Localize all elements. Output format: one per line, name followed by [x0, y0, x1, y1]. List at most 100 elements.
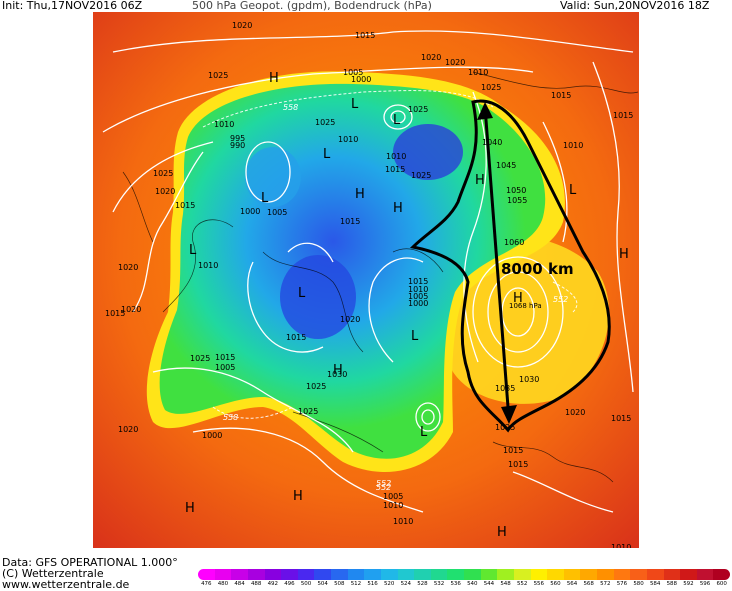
isobar-label: 1030: [327, 370, 347, 379]
colorbar-swatch: [696, 569, 714, 580]
colorbar: [198, 569, 730, 580]
copyright: (C) Wetterzentrale: [2, 567, 104, 580]
colorbar-swatch: [281, 569, 298, 580]
colorbar-tick-label: 488: [250, 581, 262, 587]
isobar-label: 1015: [508, 460, 528, 469]
isobar-label: 1045: [496, 161, 516, 170]
colorbar-tick-label: 512: [350, 581, 362, 587]
colorbar-tick-label: 524: [400, 581, 412, 587]
colorbar-swatch: [231, 569, 248, 580]
isobar-label: 1005: [215, 363, 235, 372]
colorbar-tick-label: 500: [300, 581, 312, 587]
isobar-label: 1005: [343, 68, 363, 77]
isobar-label: 1035: [495, 384, 515, 393]
isobars: [102, 30, 634, 513]
colorbar-swatch: [297, 569, 315, 580]
isobar-label: 1010: [214, 120, 234, 129]
data-source: Data: GFS OPERATIONAL 1.000°: [2, 556, 178, 569]
geopot-label: 558: [223, 413, 238, 422]
isobar-label: 1025: [408, 105, 428, 114]
low-label: L: [569, 183, 577, 198]
isobar-label: 1005: [267, 208, 287, 217]
colorbar-tick-label: 492: [267, 581, 279, 587]
colorbar-swatch: [314, 569, 331, 580]
isobar-label: 1040: [482, 138, 502, 147]
isobar-label: 1020: [118, 425, 138, 434]
distance-label: 8000 km: [501, 260, 574, 278]
colorbar-tick-label: 552: [516, 581, 528, 587]
low-label: L: [298, 286, 306, 301]
isobar-label: 1010: [468, 68, 488, 77]
geopot-label: 558: [283, 103, 298, 112]
isobar-label: 1020: [340, 315, 360, 324]
colorbar-tick-label: 520: [383, 581, 395, 587]
low-label: L: [261, 191, 269, 206]
colorbar-swatch: [613, 569, 631, 580]
low-label: L: [323, 147, 331, 162]
geopot-lines: [202, 90, 578, 419]
distance-arrow-head-bottom: [501, 405, 517, 424]
high-pressure-outline: [409, 99, 611, 433]
colorbar-swatch: [247, 569, 265, 580]
geopot-value-labels: 558 552 558 552 552: [223, 103, 568, 492]
isobar-label: 1015: [340, 217, 360, 226]
high-pressure-labels: H H H H H H H H H H: [185, 71, 629, 540]
isobar-label: 1025: [153, 169, 173, 178]
distance-arrow-line: [483, 106, 511, 421]
colorbar-tick-label: 480: [217, 581, 229, 587]
high-label: H: [619, 247, 629, 262]
high-label: H: [513, 291, 523, 306]
low-label: L: [189, 243, 197, 258]
colorbar-swatch: [513, 569, 531, 580]
colorbar-ticks: 476 480 484 488 492 496 500 504 508 512 516 520 524 5…: [198, 580, 730, 589]
isobar-label: 1025: [411, 171, 431, 180]
isobar-label: 1050: [506, 186, 526, 195]
high-label: H: [475, 173, 485, 188]
isobar-label: 1030: [519, 375, 539, 384]
isobar-label: 1015: [503, 446, 523, 455]
colorbar-swatch: [680, 569, 697, 580]
colorbar-tick-label: 508: [334, 581, 345, 587]
colorbar-tick-label: 536: [450, 581, 461, 587]
colorbar-swatch: [198, 569, 215, 580]
isobar-value-labels: 1020 1025 1015 1005 1000 1020 1025 1015 …: [105, 21, 633, 548]
colorbar-tick-label: 516: [367, 581, 378, 587]
colorbar-tick-label: 504: [317, 581, 328, 587]
isobar-label: 1010: [611, 543, 631, 548]
isobar-label: 1000: [240, 207, 260, 216]
colorbar-tick-label: 544: [483, 581, 495, 587]
isobar-label: 1015: [408, 277, 428, 286]
isobar-label: 1020: [121, 305, 141, 314]
low-label: L: [393, 113, 401, 128]
high-label: H: [269, 71, 279, 86]
isobar-label: 1010: [563, 141, 583, 150]
geopot-label: 552: [376, 483, 391, 492]
geopot-label: 552: [553, 295, 568, 304]
high-label: H: [393, 201, 403, 216]
init-time: Init: Thu,17NOV2016 06Z: [2, 0, 143, 12]
isobar-label: 1010: [386, 152, 406, 161]
colorbar-swatch: [497, 569, 514, 580]
isobar-label: 1010: [393, 517, 413, 526]
colorbar-swatch: [580, 569, 597, 580]
colorbar-swatch: [347, 569, 365, 580]
colorbar-swatch: [380, 569, 398, 580]
colorbar-swatch: [414, 569, 431, 580]
colorbar-tick-label: 560: [550, 581, 561, 587]
isobar-label: 1015: [105, 309, 125, 318]
isobar-label: 1025: [306, 382, 326, 391]
low-label: L: [351, 97, 359, 112]
colorbar-swatch: [264, 569, 282, 580]
colorbar-swatch: [646, 569, 664, 580]
isobar-label: 1000: [351, 75, 371, 84]
isobar-label: 1025: [208, 71, 228, 80]
isobar-label: 1010: [198, 261, 218, 270]
isobar-label: 1015: [385, 165, 405, 174]
isobar-label: 1015: [355, 31, 375, 40]
high-value-label: 1068 hPa: [509, 302, 542, 310]
isobar-label: 1025: [298, 407, 318, 416]
distance-arrow-head-top: [477, 102, 493, 120]
chart-title: 500 hPa Geopot. (gpdm), Bodendruck (hPa): [192, 0, 432, 12]
isobar-label: 1060: [504, 238, 524, 247]
high-label: H: [497, 525, 507, 540]
